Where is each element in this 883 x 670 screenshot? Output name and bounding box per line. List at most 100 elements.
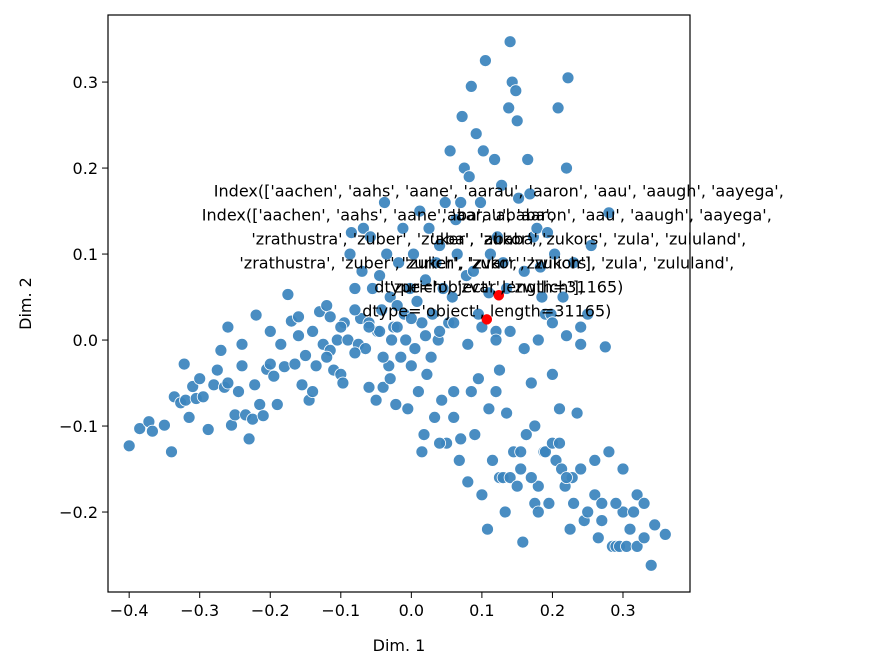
- data-point: [658, 528, 672, 541]
- data-point: [366, 282, 379, 295]
- annotation-line: Index(['aachen', 'aahs', 'aane', 'aarau'…: [214, 181, 784, 200]
- data-point: [509, 84, 523, 98]
- data-point: [482, 402, 496, 416]
- data-point: [336, 376, 350, 390]
- data-point: [320, 299, 334, 313]
- data-point: [609, 496, 623, 510]
- data-point: [411, 385, 425, 399]
- data-point: [469, 127, 483, 141]
- data-point: [648, 518, 662, 532]
- data-point: [584, 239, 598, 252]
- data-point: [179, 393, 193, 407]
- data-point: [210, 363, 224, 377]
- data-point: [553, 402, 566, 416]
- x-tick-label: −0.1: [321, 601, 360, 620]
- data-point: [362, 380, 376, 394]
- highlight-point: [481, 314, 493, 325]
- data-point: [595, 496, 609, 510]
- data-point: [422, 221, 436, 235]
- data-point: [447, 316, 461, 330]
- data-point: [500, 406, 514, 420]
- data-point: [498, 505, 512, 519]
- data-point: [404, 359, 418, 373]
- data-point: [461, 475, 475, 489]
- data-point: [602, 445, 616, 459]
- y-tick-label: −0.2: [59, 503, 98, 522]
- data-point: [524, 376, 538, 390]
- data-point: [644, 558, 658, 572]
- data-point: [193, 372, 207, 386]
- data-point: [560, 161, 573, 175]
- data-point: [531, 479, 545, 493]
- data-point: [306, 324, 320, 338]
- data-point: [344, 226, 358, 240]
- data-point: [145, 424, 159, 438]
- data-point: [528, 419, 542, 433]
- data-point: [196, 390, 210, 404]
- data-point: [481, 522, 494, 536]
- data-point: [464, 385, 478, 399]
- data-point: [588, 488, 602, 502]
- data-point: [574, 337, 588, 351]
- data-point: [454, 196, 468, 209]
- data-point: [561, 71, 575, 85]
- x-tick-label: −0.3: [180, 601, 219, 620]
- data-point: [235, 337, 249, 351]
- data-point: [334, 320, 348, 334]
- data-point: [489, 385, 503, 399]
- data-point: [581, 307, 595, 321]
- data-point: [320, 350, 334, 364]
- data-point: [567, 496, 580, 510]
- data-point: [637, 531, 651, 545]
- data-point: [207, 378, 221, 392]
- data-point: [623, 522, 637, 536]
- data-point: [474, 196, 487, 209]
- data-point: [602, 206, 616, 220]
- data-point: [627, 505, 640, 519]
- data-point: [546, 316, 559, 330]
- data-point: [464, 80, 478, 93]
- data-point: [542, 496, 556, 510]
- data-point: [433, 239, 447, 252]
- data-point: [292, 310, 305, 324]
- data-point: [270, 398, 284, 411]
- x-axis-label: Dim. 1: [373, 636, 426, 655]
- data-point: [274, 337, 288, 351]
- data-point: [503, 35, 517, 49]
- data-point: [630, 540, 644, 553]
- data-point: [263, 324, 277, 338]
- data-point: [359, 342, 372, 356]
- data-point: [471, 307, 485, 321]
- data-point: [449, 213, 463, 227]
- data-point: [447, 385, 461, 399]
- data-point: [392, 256, 406, 270]
- data-point: [438, 196, 452, 209]
- data-point: [165, 445, 178, 459]
- data-point: [488, 153, 502, 166]
- x-axis: −0.4 −0.3 −0.2 −0.1 0.0 0.1 0.2 0.3: [110, 592, 636, 620]
- data-point: [182, 410, 196, 424]
- data-point: [553, 436, 566, 450]
- data-point: [375, 303, 389, 317]
- data-point: [383, 290, 397, 304]
- data-point: [581, 505, 595, 519]
- data-point: [426, 307, 439, 321]
- data-point: [489, 333, 503, 347]
- data-point: [630, 488, 644, 502]
- data-point: [433, 436, 447, 450]
- y-tick-label: 0.0: [73, 331, 98, 350]
- data-point: [394, 350, 408, 364]
- data-point: [235, 359, 249, 373]
- data-point: [348, 303, 362, 317]
- data-point: [517, 342, 531, 356]
- data-point: [570, 406, 584, 420]
- data-point: [452, 453, 466, 467]
- data-point: [616, 462, 630, 476]
- data-point: [516, 535, 530, 549]
- data-point: [510, 479, 524, 493]
- data-point: [323, 310, 337, 324]
- data-point: [419, 329, 432, 343]
- data-point: [490, 230, 504, 244]
- data-point: [385, 333, 399, 347]
